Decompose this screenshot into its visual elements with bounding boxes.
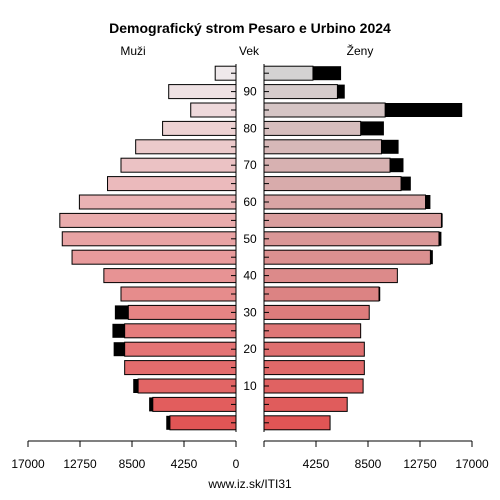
male-bar	[124, 360, 237, 376]
axes-group: 17000 12750 8500 4250 0 4250 8500 12750 17000 10 2…	[11, 64, 489, 471]
female-bar	[263, 212, 442, 228]
male-surplus-bar	[133, 379, 139, 393]
female-bar	[263, 102, 386, 118]
female-bar	[263, 378, 364, 394]
age-axis-label: Vek	[239, 44, 260, 58]
x-tick-label: 17000	[455, 457, 489, 471]
female-surplus-bar	[390, 158, 404, 173]
female-bar	[263, 84, 338, 100]
female-surplus-bar	[401, 176, 411, 191]
female-bar	[263, 415, 331, 431]
female-bar	[263, 120, 362, 136]
male-bar	[71, 249, 237, 265]
female-bar	[263, 268, 398, 284]
age-tick-label: 20	[243, 342, 257, 356]
female-bar	[263, 65, 314, 81]
male-surplus-bar	[113, 342, 125, 357]
x-tick-label: 12750	[63, 457, 97, 471]
male-bar	[61, 231, 237, 247]
female-bar	[263, 231, 440, 247]
male-surplus-bar	[112, 323, 125, 338]
female-bar	[263, 157, 391, 173]
x-tick-label: 8500	[355, 457, 382, 471]
x-tick-label: 17000	[11, 457, 45, 471]
age-tick-label: 80	[243, 121, 257, 135]
male-bar	[103, 268, 237, 284]
bars-group	[59, 65, 463, 431]
female-label: Ženy	[347, 43, 374, 58]
female-bar	[263, 341, 365, 357]
x-tick-label: 12750	[403, 457, 437, 471]
female-bar	[263, 139, 382, 155]
male-bar	[152, 396, 237, 412]
female-surplus-bar	[438, 231, 442, 246]
female-surplus-bar	[385, 103, 463, 117]
female-bar	[263, 249, 431, 265]
female-surplus-bar	[337, 84, 345, 99]
male-bar	[59, 212, 237, 228]
male-label: Muži	[120, 44, 145, 58]
male-bar	[169, 415, 237, 431]
male-bar	[120, 157, 237, 173]
male-bar	[135, 139, 237, 155]
age-tick-label: 60	[243, 195, 257, 209]
male-surplus-bar	[114, 305, 129, 320]
male-bar	[78, 194, 237, 210]
female-surplus-bar	[379, 287, 381, 301]
female-bar	[263, 323, 362, 339]
male-bar	[137, 378, 237, 394]
female-bar	[263, 396, 348, 412]
age-tick-label: 50	[243, 232, 257, 246]
x-tick-label: 4250	[303, 457, 330, 471]
chart-title: Demografický strom Pesaro e Urbino 2024	[109, 20, 391, 36]
female-bar	[263, 304, 370, 320]
age-tick-label: 40	[243, 269, 257, 283]
female-surplus-bar	[312, 66, 342, 81]
female-surplus-bar	[441, 213, 443, 228]
female-surplus-bar	[360, 121, 384, 136]
female-surplus-bar	[381, 139, 399, 154]
age-tick-label: 10	[243, 379, 257, 393]
female-bar	[263, 286, 380, 302]
male-bar	[124, 341, 237, 357]
x-tick-label: 0	[233, 457, 240, 471]
male-surplus-bar	[166, 415, 170, 430]
male-bar	[107, 176, 237, 192]
male-bar	[120, 286, 237, 302]
footer-source: www.iz.sk/ITI31	[207, 477, 292, 491]
male-bar	[127, 304, 237, 320]
female-bar	[263, 176, 402, 192]
age-tick-label: 30	[243, 305, 257, 319]
age-tick-label: 90	[243, 85, 257, 99]
male-bar	[168, 84, 237, 100]
female-bar	[263, 360, 365, 376]
female-surplus-bar	[425, 195, 431, 209]
female-bar	[263, 194, 427, 210]
male-bar	[162, 120, 237, 136]
male-bar	[124, 323, 237, 339]
x-tick-label: 4250	[171, 457, 198, 471]
age-tick-label: 70	[243, 158, 257, 172]
male-bar	[190, 102, 237, 118]
female-surplus-bar	[430, 250, 433, 265]
male-surplus-bar	[149, 397, 153, 412]
x-tick-label: 8500	[119, 457, 146, 471]
